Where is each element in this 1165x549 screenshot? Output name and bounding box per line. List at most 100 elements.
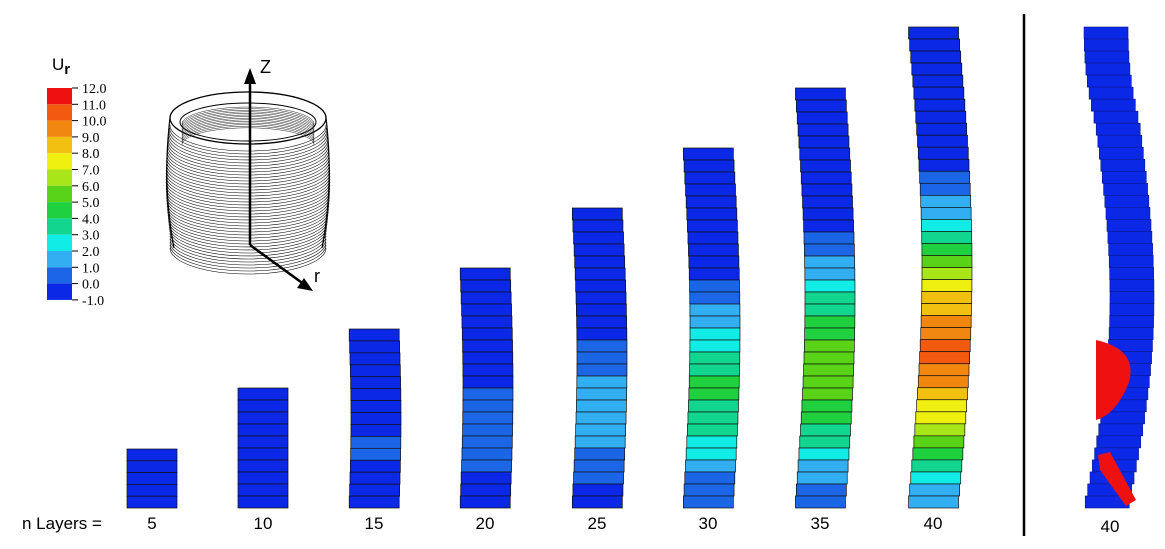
layer-block xyxy=(576,303,627,317)
layer-block xyxy=(686,207,738,221)
cylinder-layer-line xyxy=(165,178,331,206)
legend-swatch xyxy=(47,218,72,235)
legend-swatch xyxy=(47,104,72,121)
layer-block xyxy=(800,411,852,425)
layer-block xyxy=(237,387,289,401)
layer-block xyxy=(1108,327,1154,340)
layer-block xyxy=(921,291,973,304)
layer-block xyxy=(1105,207,1151,220)
layer-block xyxy=(461,435,513,449)
layer-block xyxy=(1093,110,1139,124)
legend-swatch xyxy=(47,185,72,203)
layer-block xyxy=(462,423,513,437)
cylinder-layer-line xyxy=(165,175,331,203)
layer-block xyxy=(461,459,512,473)
layer-block xyxy=(126,472,178,485)
layer-block xyxy=(461,303,512,317)
layer-columns xyxy=(126,26,1155,509)
cylinder-layer-line xyxy=(169,232,327,260)
cylinder-layer-line xyxy=(165,190,331,218)
legend-swatch xyxy=(47,283,72,300)
layer-block xyxy=(1100,158,1146,172)
layer-block xyxy=(1107,231,1153,244)
layer-block xyxy=(573,459,625,473)
layer-block xyxy=(908,495,959,509)
layer-block xyxy=(348,495,400,509)
cylinder-layer-line xyxy=(166,163,330,191)
layer-block xyxy=(921,255,973,268)
layer-block xyxy=(1097,134,1143,148)
layer-block xyxy=(350,388,402,401)
high-displacement-region xyxy=(1098,452,1136,506)
layer-block xyxy=(350,424,402,437)
cylinder-layer-line xyxy=(169,235,327,263)
layer-block xyxy=(1104,195,1150,208)
column-label: 35 xyxy=(811,514,830,533)
high-displacement-region xyxy=(1096,340,1131,420)
layer-block xyxy=(685,459,736,473)
layer-block xyxy=(237,411,289,425)
layer-block xyxy=(685,447,737,461)
layer-block xyxy=(462,411,514,425)
legend-label: 7.0 xyxy=(82,164,100,179)
layer-block xyxy=(571,207,623,221)
cylinder-inner-layer xyxy=(181,121,315,139)
layer-block xyxy=(919,170,970,184)
layer-block xyxy=(461,447,513,461)
legend-label: 11.0 xyxy=(82,98,106,113)
layer-block xyxy=(350,400,402,413)
column-label: 20 xyxy=(476,514,495,533)
layer-block xyxy=(1106,219,1152,232)
layer-block xyxy=(349,471,401,485)
cylinder-left-edge xyxy=(166,117,175,249)
legend-label: -1.0 xyxy=(82,294,104,309)
cylinder-inner-layer xyxy=(181,119,315,137)
layer-block xyxy=(1103,183,1148,196)
layer-block xyxy=(804,291,856,305)
layer-block xyxy=(462,399,514,413)
layer-block xyxy=(349,483,400,497)
cylinder-layer-line xyxy=(168,133,328,161)
column-n-30 xyxy=(683,147,741,509)
z-axis-arrow-icon xyxy=(244,68,256,84)
layer-block xyxy=(689,303,741,317)
layer-block xyxy=(573,471,624,485)
legend-label: 10.0 xyxy=(82,115,107,130)
layer-block xyxy=(576,363,628,377)
legend-swatch xyxy=(47,251,72,268)
layer-block xyxy=(460,471,512,485)
layer-block xyxy=(576,387,627,401)
cylinder-illustration xyxy=(165,91,331,275)
layer-block xyxy=(800,171,852,185)
layer-block xyxy=(912,74,964,88)
layer-block xyxy=(571,495,623,509)
legend-swatch xyxy=(47,88,72,105)
layer-block xyxy=(576,399,627,413)
layer-block xyxy=(1083,38,1129,52)
layer-block xyxy=(688,267,740,281)
layer-block xyxy=(804,279,856,293)
cylinder-layer-line xyxy=(167,145,329,173)
n-layers-label: n Layers = xyxy=(22,514,102,533)
layer-block xyxy=(803,219,854,233)
layer-block xyxy=(237,423,289,437)
layer-block xyxy=(689,339,741,353)
cylinder-layer-line xyxy=(169,241,327,269)
column-label: 10 xyxy=(254,514,273,533)
cylinder-layer-line xyxy=(165,166,331,194)
coordinate-axes: Z r xyxy=(244,57,320,291)
cylinder-inner-layer xyxy=(181,109,315,128)
layer-block xyxy=(460,483,512,497)
layer-block xyxy=(916,122,968,136)
layer-block xyxy=(350,436,402,449)
cylinder-layer-line xyxy=(168,130,328,158)
column-n-15 xyxy=(348,328,402,509)
cylinder-layer-line xyxy=(165,181,331,209)
layer-block xyxy=(687,423,738,437)
layer-block xyxy=(1109,291,1155,304)
layer-block xyxy=(688,243,739,257)
cylinder-layer-line xyxy=(169,247,327,275)
legend-label: 8.0 xyxy=(82,147,100,162)
layer-block xyxy=(917,134,968,148)
